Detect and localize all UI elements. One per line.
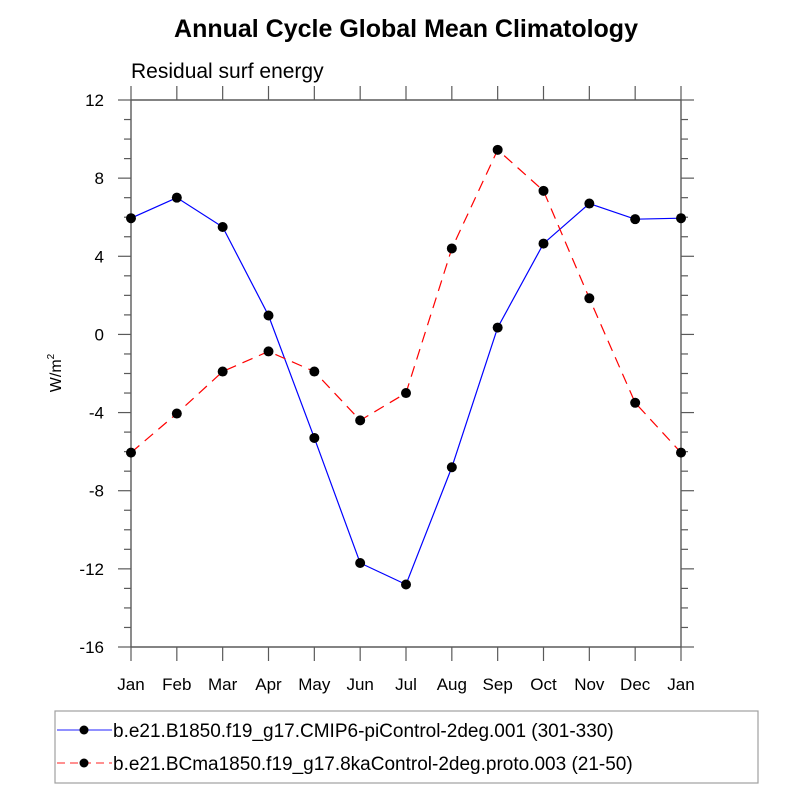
svg-text:W/m2: W/m2 bbox=[46, 353, 65, 392]
y-tick-label: 8 bbox=[95, 169, 104, 188]
x-tick-label: Sep bbox=[483, 675, 513, 694]
series-2-point bbox=[309, 366, 320, 377]
series-1-point bbox=[171, 192, 182, 203]
series-1-point bbox=[263, 310, 274, 321]
series-2-point bbox=[126, 447, 136, 458]
y-axis-label-superscript: 2 bbox=[46, 353, 57, 359]
y-tick-label: -16 bbox=[79, 638, 104, 657]
legend: b.e21.B1850.f19_g17.CMIP6-piControl-2deg… bbox=[54, 710, 759, 784]
series-2-point bbox=[584, 293, 595, 304]
x-tick-label: Oct bbox=[530, 675, 557, 694]
chart-title: Annual Cycle Global Mean Climatology bbox=[174, 15, 638, 43]
x-tick-label: Feb bbox=[162, 675, 191, 694]
series-2-point bbox=[676, 447, 686, 458]
series-2-line bbox=[130, 148, 682, 454]
series-2-point bbox=[217, 366, 228, 377]
y-axis-label-text: W/m bbox=[48, 359, 65, 392]
series-1-point bbox=[676, 213, 686, 224]
series-2-point bbox=[355, 415, 366, 426]
series-1-point bbox=[446, 462, 457, 473]
series-2-point bbox=[538, 185, 549, 196]
x-tick-label: Mar bbox=[208, 675, 238, 694]
series-2-point bbox=[446, 243, 457, 254]
series-1-point bbox=[538, 238, 549, 249]
y-tick-label: -4 bbox=[89, 404, 104, 423]
series-1-point bbox=[309, 432, 320, 443]
series-2 bbox=[126, 144, 686, 458]
x-tick-label: Jun bbox=[346, 675, 373, 694]
legend-label-series-1: b.e21.B1850.f19_g17.CMIP6-piControl-2deg… bbox=[113, 721, 614, 742]
y-tick-label: -8 bbox=[89, 482, 104, 501]
y-tick-label: 0 bbox=[95, 325, 104, 344]
series-1-point bbox=[630, 214, 641, 225]
series-2-point bbox=[630, 397, 641, 408]
y-tick-label: 12 bbox=[85, 91, 104, 110]
x-tick-label: Jan bbox=[117, 675, 144, 694]
legend-marker-series-1 bbox=[79, 725, 89, 735]
series-layer bbox=[126, 144, 686, 590]
series-1-point bbox=[401, 579, 411, 590]
x-tick-label: May bbox=[298, 675, 331, 694]
legend-label-series-2: b.e21.BCma1850.f19_g17.8kaControl-2deg.p… bbox=[113, 754, 633, 775]
x-tick-label: Jan bbox=[667, 675, 694, 694]
y-axis-label: W/m2 bbox=[46, 353, 65, 392]
series-2-point bbox=[401, 388, 411, 399]
x-tick-label: Jul bbox=[395, 675, 417, 694]
series-1-point bbox=[355, 557, 366, 568]
y-tick-label: 4 bbox=[95, 247, 104, 266]
series-1-point bbox=[492, 322, 503, 333]
x-tick-label: Aug bbox=[437, 675, 467, 694]
legend-box bbox=[54, 710, 759, 784]
series-2-point bbox=[171, 408, 182, 419]
axes: -16 -12 -8 -4 0 4 8 12 Jan Feb Mar Apr May Jun Jul Aug S… bbox=[79, 86, 695, 694]
x-tick-label: Apr bbox=[255, 675, 282, 694]
series-1-point bbox=[126, 213, 136, 224]
x-tick-label: Nov bbox=[574, 675, 605, 694]
legend-marker-series-2 bbox=[79, 758, 89, 768]
chart-subtitle: Residual surf energy bbox=[131, 60, 324, 83]
series-2-point bbox=[492, 144, 503, 155]
x-tick-label: Dec bbox=[620, 675, 651, 694]
series-1 bbox=[126, 192, 686, 590]
series-2-point bbox=[263, 346, 274, 357]
series-1-point bbox=[217, 221, 228, 232]
y-tick-label: -12 bbox=[79, 560, 104, 579]
series-1-point bbox=[584, 198, 595, 209]
